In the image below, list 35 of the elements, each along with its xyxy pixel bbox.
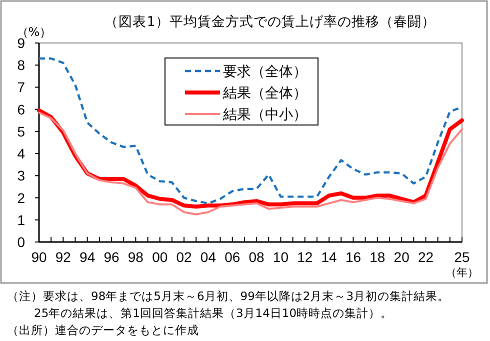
- x-tick-label: 22: [418, 249, 434, 265]
- x-tick-label: 90: [31, 249, 47, 265]
- y-tick-label: 3: [17, 168, 26, 184]
- x-tick-label: 02: [176, 249, 192, 265]
- x-tick-label: 04: [200, 249, 216, 265]
- y-tick-label: 4: [17, 146, 26, 162]
- x-tick-label: 08: [248, 249, 265, 265]
- x-tick-label: 20: [394, 249, 410, 265]
- x-tick-label: 18: [370, 249, 386, 265]
- y-tick-label: 8: [17, 57, 26, 74]
- y-tick-label: 7: [17, 79, 26, 96]
- y-tick-label: 5: [17, 123, 26, 140]
- y-tick-label: 6: [17, 101, 26, 118]
- x-tick-label: 14: [321, 249, 338, 265]
- legend-label: 結果（中小）: [222, 107, 307, 123]
- x-tick-label: 25: [454, 249, 470, 265]
- x-tick-label: 94: [80, 249, 96, 265]
- x-tick-label: 12: [297, 249, 313, 265]
- x-tick-label: 06: [224, 249, 240, 265]
- x-tick-label: 98: [128, 249, 144, 265]
- y-tick-label: 2: [17, 190, 26, 206]
- legend-label: 結果（全体）: [222, 86, 307, 102]
- x-tick-label: 92: [55, 249, 72, 265]
- x-tick-label: 00: [152, 249, 168, 265]
- y-tick-label: 0: [17, 234, 26, 250]
- text: 25年の結果は、第1回回答集計結果（3月14日10時時点の集計）。: [34, 306, 393, 320]
- x-tick-label: 96: [104, 249, 120, 265]
- y-tick-label: 1: [17, 212, 26, 228]
- x-tick-label: 16: [345, 249, 362, 265]
- legend-label: 要求（全体）: [223, 64, 307, 80]
- text: （注）要求は、98年までは5月末～6月初、99年以降は2月末～3月初の集計結果。: [7, 289, 450, 303]
- chart-title: （図表1）平均賃金方式での賃上げ率の推移（春闘）: [104, 14, 436, 30]
- text: （出所）連合のデータをもとに作成: [7, 323, 199, 337]
- x-tick-label: 10: [272, 249, 289, 265]
- x-axis-title: （年）: [446, 266, 478, 279]
